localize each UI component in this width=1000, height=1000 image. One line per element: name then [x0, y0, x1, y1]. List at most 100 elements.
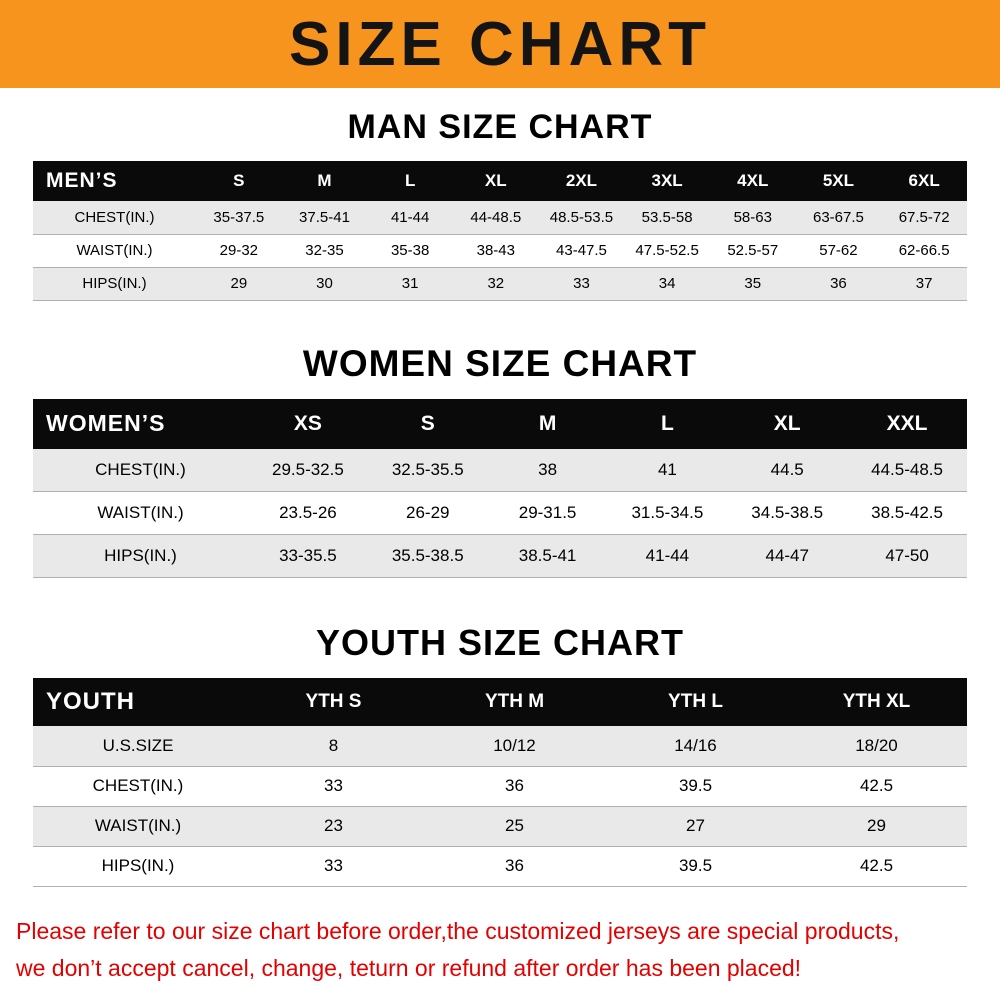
table-header-row: YOUTH YTH S YTH M YTH L YTH XL	[33, 678, 967, 726]
table-corner-label: MEN’S	[46, 169, 118, 192]
table-cell: 44.5-48.5	[871, 459, 943, 479]
column-header: S	[420, 411, 435, 435]
column-header: YTH XL	[842, 691, 911, 712]
table-cell: 36	[505, 776, 524, 795]
table-cell: 32	[487, 275, 505, 292]
column-header: XS	[293, 411, 322, 435]
table-row: U.S.SIZE 8 10/12 14/16 18/20	[33, 726, 967, 766]
footer-line-1: Please refer to our size chart before or…	[16, 917, 900, 944]
column-header: M	[317, 171, 332, 190]
column-header: L	[404, 171, 416, 190]
men-size-table: MEN’S S M L XL 2XL 3XL 4XL 5XL 6XL CHEST(IN.) 35-37…	[33, 161, 967, 301]
table-cell: 23	[324, 816, 343, 835]
table-row: WAIST(IN.) 23.5-26 26-29 29-31.5 31.5-34.5 34…	[33, 491, 967, 535]
table-cell: 47.5-52.5	[635, 242, 699, 259]
row-label: U.S.SIZE	[102, 735, 174, 755]
table-cell: 58-63	[733, 208, 772, 226]
table-cell: 29.5-32.5	[271, 459, 344, 479]
women-section: WOMEN SIZE CHART WOMEN’S XS S M L XL XXL CHEST(…	[0, 343, 1000, 579]
column-header: 3XL	[651, 171, 683, 190]
table-cell: 57-62	[819, 242, 858, 259]
table-cell: 33	[324, 776, 343, 795]
table-row: CHEST(IN.) 29.5-32.5 32.5-35.5 38 41 44.5 44.5…	[33, 448, 967, 492]
table-cell: 18/20	[855, 735, 898, 755]
table-cell: 31.5-34.5	[631, 503, 704, 522]
table-row: CHEST(IN.) 35-37.5 37.5-41 41-44 44-48.5 48.5…	[33, 201, 967, 234]
women-size-table: WOMEN’S XS S M L XL XXL CHEST(IN.) 29.5-32.5 32.5…	[33, 398, 967, 579]
footer-note: Please refer to our size chart before or…	[16, 913, 1000, 987]
table-cell: 62-66.5	[898, 242, 950, 259]
table-row: WAIST(IN.) 29-32 32-35 35-38 38-43 43-47.5 47.…	[33, 234, 967, 267]
row-label: HIPS(IN.)	[101, 856, 175, 875]
table-cell: 27	[686, 816, 705, 835]
column-header: YTH L	[668, 691, 723, 712]
table-cell: 44-47	[765, 546, 809, 565]
row-label: WAIST(IN.)	[94, 816, 182, 835]
table-cell: 41-44	[390, 208, 430, 226]
table-cell: 31	[401, 275, 419, 292]
table-cell: 37.5-41	[299, 208, 350, 226]
table-cell: 53.5-58	[641, 208, 693, 226]
table-cell: 29	[230, 275, 248, 292]
table-row: HIPS(IN.) 29 30 31 32 33 34 35 36 37	[33, 267, 967, 300]
table-corner-label: WOMEN’S	[46, 410, 166, 436]
page-title: SIZE CHART	[289, 9, 711, 79]
table-row: HIPS(IN.) 33-35.5 35.5-38.5 38.5-41 41-44 44-…	[33, 534, 967, 578]
table-row: CHEST(IN.) 33 36 39.5 42.5	[33, 766, 967, 806]
table-cell: 29-32	[219, 242, 259, 259]
table-cell: 44-48.5	[470, 208, 522, 226]
table-cell: 67.5-72	[898, 208, 950, 226]
column-header: XL	[773, 411, 801, 435]
table-cell: 43-47.5	[556, 242, 607, 259]
table-cell: 35.5-38.5	[391, 546, 464, 565]
column-header: 2XL	[565, 171, 598, 190]
table-cell: 33	[573, 275, 590, 292]
table-cell: 32-35	[305, 242, 344, 259]
banner: SIZE CHART	[0, 0, 1000, 88]
table-cell: 10/12	[493, 735, 536, 755]
table-cell: 47-50	[885, 546, 929, 565]
column-header: S	[233, 171, 245, 190]
table-cell: 35-37.5	[213, 208, 265, 226]
table-cell: 48.5-53.5	[549, 208, 614, 226]
footer-line-2: we don’t accept cancel, change, teturn o…	[16, 954, 802, 981]
table-cell: 34	[658, 275, 676, 292]
table-cell: 33	[324, 856, 343, 875]
table-cell: 14/16	[674, 735, 717, 755]
table-cell: 8	[328, 735, 339, 755]
table-cell: 33-35.5	[279, 546, 337, 565]
table-cell: 25	[505, 816, 524, 835]
men-section-heading: MAN SIZE CHART	[347, 108, 653, 146]
table-cell: 35-38	[390, 242, 430, 259]
row-label: HIPS(IN.)	[82, 275, 147, 292]
table-cell: 29-31.5	[518, 503, 577, 522]
row-label: WAIST(IN.)	[97, 503, 184, 522]
youth-size-table: YOUTH YTH S YTH M YTH L YTH XL U.S.SIZE 8 10/12…	[33, 678, 967, 887]
row-label: CHEST(IN.)	[95, 459, 186, 479]
column-header: L	[660, 411, 674, 435]
table-cell: 38	[538, 459, 558, 479]
column-header: 5XL	[822, 171, 855, 190]
column-header: YTH M	[484, 691, 545, 712]
table-row: WAIST(IN.) 23 25 27 29	[33, 806, 967, 846]
column-header: 4XL	[737, 171, 769, 190]
table-cell: 30	[316, 275, 333, 292]
row-label: CHEST(IN.)	[92, 776, 184, 795]
table-cell: 44.5	[770, 459, 804, 479]
column-header: 6XL	[908, 171, 940, 190]
table-cell: 42.5	[859, 856, 894, 875]
row-label: WAIST(IN.)	[76, 242, 153, 259]
table-cell: 38.5-41	[518, 546, 577, 565]
column-header: M	[538, 411, 557, 435]
table-row: HIPS(IN.) 33 36 39.5 42.5	[33, 846, 967, 886]
table-cell: 29	[867, 816, 886, 835]
table-corner-label: YOUTH	[46, 688, 135, 715]
table-cell: 41	[657, 459, 677, 479]
table-cell: 36	[505, 856, 524, 875]
table-cell: 26-29	[406, 503, 450, 522]
table-cell: 23.5-26	[279, 503, 337, 522]
table-cell: 32.5-35.5	[391, 459, 464, 479]
table-cell: 38.5-42.5	[871, 503, 943, 522]
table-cell: 37	[915, 275, 933, 292]
